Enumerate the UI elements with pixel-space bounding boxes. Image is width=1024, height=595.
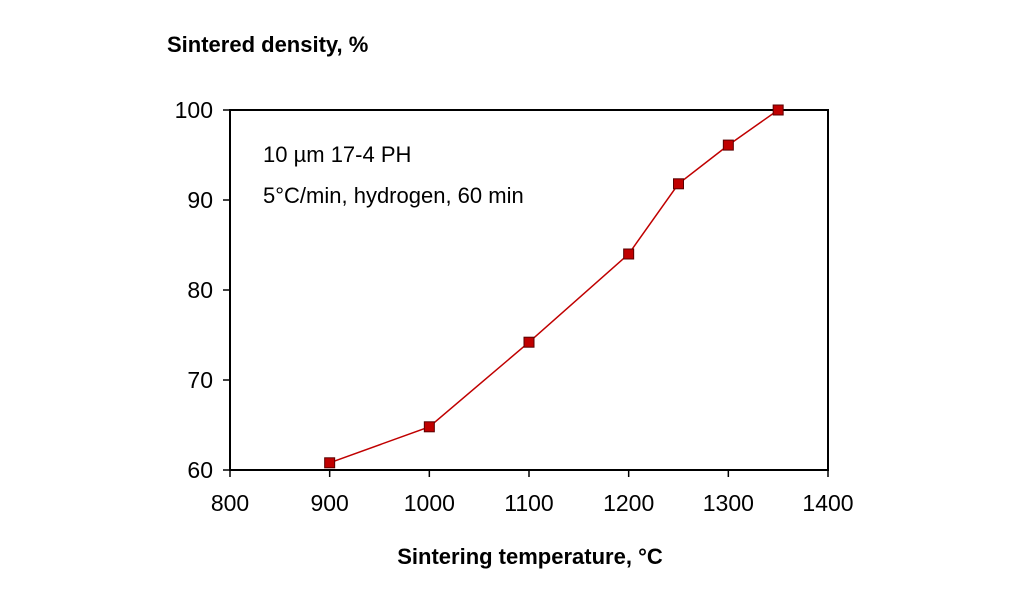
- data-point: [423, 421, 435, 433]
- y-tick-label: 90: [187, 187, 213, 213]
- y-tick-label: 80: [187, 277, 213, 303]
- x-tick-label: 1000: [404, 490, 455, 516]
- plot-area: [229, 109, 829, 471]
- x-tick-label: 1100: [504, 490, 553, 516]
- x-tick-label: 1200: [603, 490, 654, 516]
- x-tick-label: 1400: [802, 490, 853, 516]
- series-layer: [324, 104, 784, 469]
- y-tick-label: 70: [187, 367, 213, 393]
- x-tick-label: 900: [310, 490, 348, 516]
- y-axis-label: Sintered density, %: [167, 32, 368, 57]
- y-ticks: 60 70 80 90 100: [175, 97, 230, 483]
- x-tick-label: 1300: [703, 490, 754, 516]
- x-tick-label: 800: [211, 490, 249, 516]
- data-point: [623, 248, 635, 260]
- x-ticks: 800 900 1000 1100 1200 1300 1400: [211, 470, 854, 516]
- annotation-conditions: 5°C/min, hydrogen, 60 min: [263, 183, 524, 208]
- data-point: [722, 139, 734, 151]
- data-point: [772, 104, 784, 116]
- plot-frame: [229, 109, 829, 471]
- annotation-material: 10 µm 17-4 PH: [263, 142, 411, 167]
- y-tick-label: 60: [187, 457, 213, 483]
- data-point: [673, 178, 684, 190]
- x-axis-label: Sintering temperature, °C: [397, 544, 663, 569]
- data-point: [324, 457, 336, 469]
- data-point: [523, 336, 535, 348]
- y-tick-label: 100: [175, 97, 213, 123]
